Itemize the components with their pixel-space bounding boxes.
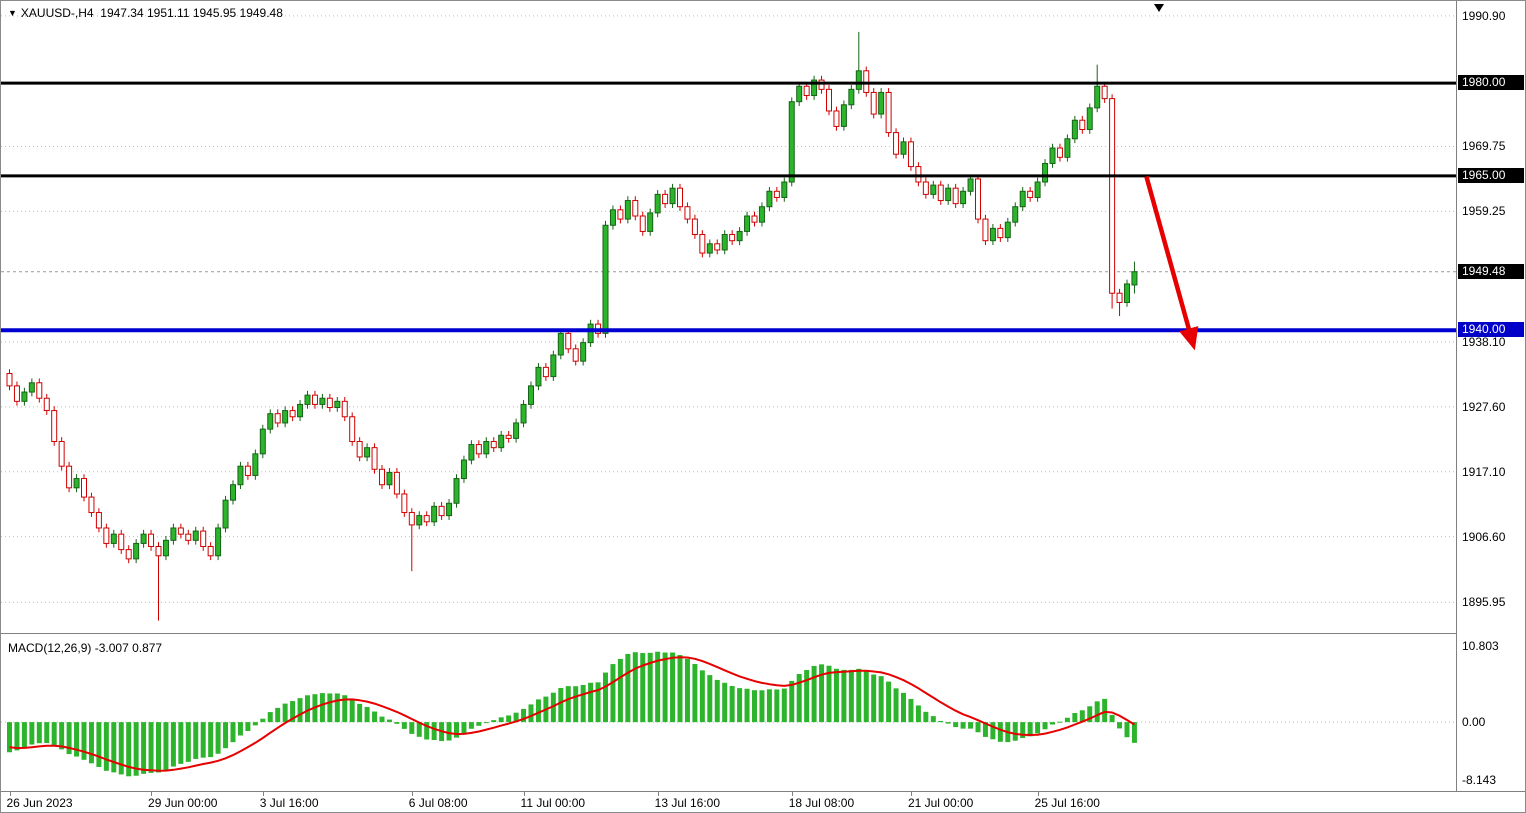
price-axis-label: 1906.60 [1462,529,1506,544]
time-tick [910,792,912,796]
macd-current-values: -3.007 0.877 [94,641,163,655]
macd-axis-label: -8.143 [1462,772,1497,787]
time-axis-label: 3 Jul 16:00 [259,796,319,810]
time-axis-label: 11 Jul 00:00 [520,796,586,810]
price-axis-label: 1969.75 [1462,139,1506,154]
time-tick [523,792,525,796]
chart-shift-marker-icon[interactable] [1154,4,1164,12]
price-axis-label: 1927.60 [1462,399,1506,414]
price-axis-label: 1938.10 [1462,335,1506,350]
time-tick [262,792,264,796]
price-axis-label: 1895.95 [1462,595,1506,610]
time-axis-label: 6 Jul 08:00 [408,796,468,810]
time-axis-label: 18 Jul 08:00 [788,796,855,810]
time-tick [1037,792,1039,796]
time-tick [9,792,11,796]
price-tag: 1940.00 [1458,322,1524,338]
time-axis-label: 25 Jul 16:00 [1034,796,1100,810]
trend-arrow[interactable] [1144,175,1199,351]
chart-ohlc-values: 1947.34 1951.11 1945.95 1949.48 [100,6,283,20]
pane-separator[interactable] [1,633,1525,634]
price-tag: 1949.48 [1458,263,1524,279]
macd-name: MACD(12,26,9) [8,641,92,655]
chart-symbol-period: XAUUSD-,H4 [20,6,94,20]
time-axis[interactable]: 26 Jun 2023 29 Jun 00:00 3 Jul 16:00 6 Jul … [1,792,1456,812]
time-tick [791,792,793,796]
macd-axis-label: 10.803 [1462,638,1499,653]
price-axis[interactable]: 1990.90 1969.75 1959.25 1938.10 1927.60 1917.… [1456,1,1525,791]
price-axis-label: 1959.25 [1462,204,1506,219]
time-axis-label: 29 Jun 00:00 [148,796,218,810]
time-tick [151,792,153,796]
chart-title: ▼ XAUUSD-,H4 1947.34 1951.11 1945.95 1949… [8,6,283,20]
price-tag: 1980.00 [1458,75,1524,91]
time-tick [411,792,413,796]
price-tag: 1965.00 [1458,167,1524,183]
time-axis-separator [1,791,1525,792]
macd-signal-line [9,656,1135,772]
macd-pane-canvas[interactable] [1,636,1456,792]
time-axis-label: 21 Jul 00:00 [907,796,974,810]
time-axis-label: 26 Jun 2023 [6,796,73,810]
time-axis-label: 13 Jul 16:00 [654,796,721,810]
candlesticks [6,31,1138,621]
macd-histogram [7,651,1137,777]
time-tick [657,792,659,796]
title-triangle-icon[interactable]: ▼ [8,8,17,18]
main-chart-canvas[interactable] [1,1,1456,633]
macd-axis-label: 0.00 [1462,715,1486,730]
price-axis-label: 1990.90 [1462,8,1506,23]
price-axis-label: 1917.10 [1462,464,1506,479]
price-gridlines [1,15,1456,603]
macd-indicator-label: MACD(12,26,9) -3.007 0.877 [8,641,162,655]
